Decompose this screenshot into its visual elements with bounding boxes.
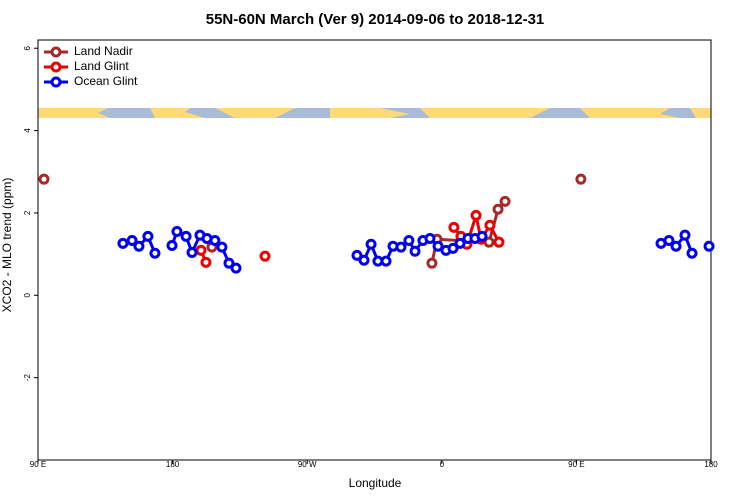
point — [470, 209, 482, 221]
legend-label: Land Glint — [74, 59, 129, 73]
x-tick-label: 180 — [166, 460, 180, 469]
y-tick-label: 6 — [23, 45, 32, 50]
point — [395, 241, 407, 253]
point — [476, 230, 488, 242]
point — [180, 230, 192, 242]
point — [424, 232, 436, 244]
x-tick-label: 90 E — [30, 460, 46, 469]
point — [426, 257, 438, 269]
point — [499, 195, 511, 207]
point — [454, 237, 466, 249]
legend-label: Land Nadir — [74, 44, 133, 58]
point — [351, 249, 363, 261]
point — [380, 255, 392, 267]
point — [447, 242, 459, 254]
point — [448, 221, 460, 233]
point — [358, 254, 370, 266]
point — [703, 240, 715, 252]
point — [663, 235, 675, 247]
x-tick-label: 90 W — [298, 460, 317, 469]
point — [575, 173, 587, 185]
point — [432, 240, 444, 252]
point — [117, 237, 129, 249]
point — [679, 229, 691, 241]
legend-marker — [50, 61, 62, 73]
legend-marker — [50, 76, 62, 88]
legend-marker — [50, 46, 62, 58]
legend-label: Ocean Glint — [74, 74, 138, 88]
point — [166, 239, 178, 251]
y-tick-label: 4 — [23, 128, 32, 133]
point — [133, 240, 145, 252]
y-axis-label: XCO2 - MLO trend (ppm) — [0, 178, 14, 313]
point — [670, 240, 682, 252]
point — [195, 244, 207, 256]
point — [223, 257, 235, 269]
point — [365, 238, 377, 250]
point — [492, 203, 504, 215]
point — [216, 241, 228, 253]
point — [484, 219, 496, 231]
y-tick-label: 0 — [23, 293, 32, 298]
point — [142, 230, 154, 242]
map-strip — [38, 108, 711, 118]
x-tick-label: 180 — [704, 460, 718, 469]
y-tick-label: 2 — [23, 210, 32, 215]
chart-title: 55N-60N March (Ver 9) 2014-09-06 to 2018… — [206, 11, 545, 28]
point — [186, 246, 198, 258]
point — [200, 256, 212, 268]
point — [126, 235, 138, 247]
point — [149, 247, 161, 259]
point — [230, 262, 242, 274]
point — [171, 225, 183, 237]
x-axis-label: Longitude — [349, 476, 402, 490]
x-tick-label: 0 — [440, 460, 445, 469]
point — [209, 235, 221, 247]
point — [409, 245, 421, 257]
point — [493, 236, 505, 248]
point — [403, 235, 415, 247]
point — [686, 247, 698, 259]
y-tick-label: -2 — [23, 374, 32, 382]
point — [38, 173, 50, 185]
point — [259, 250, 271, 262]
x-tick-label: 90 E — [568, 460, 584, 469]
